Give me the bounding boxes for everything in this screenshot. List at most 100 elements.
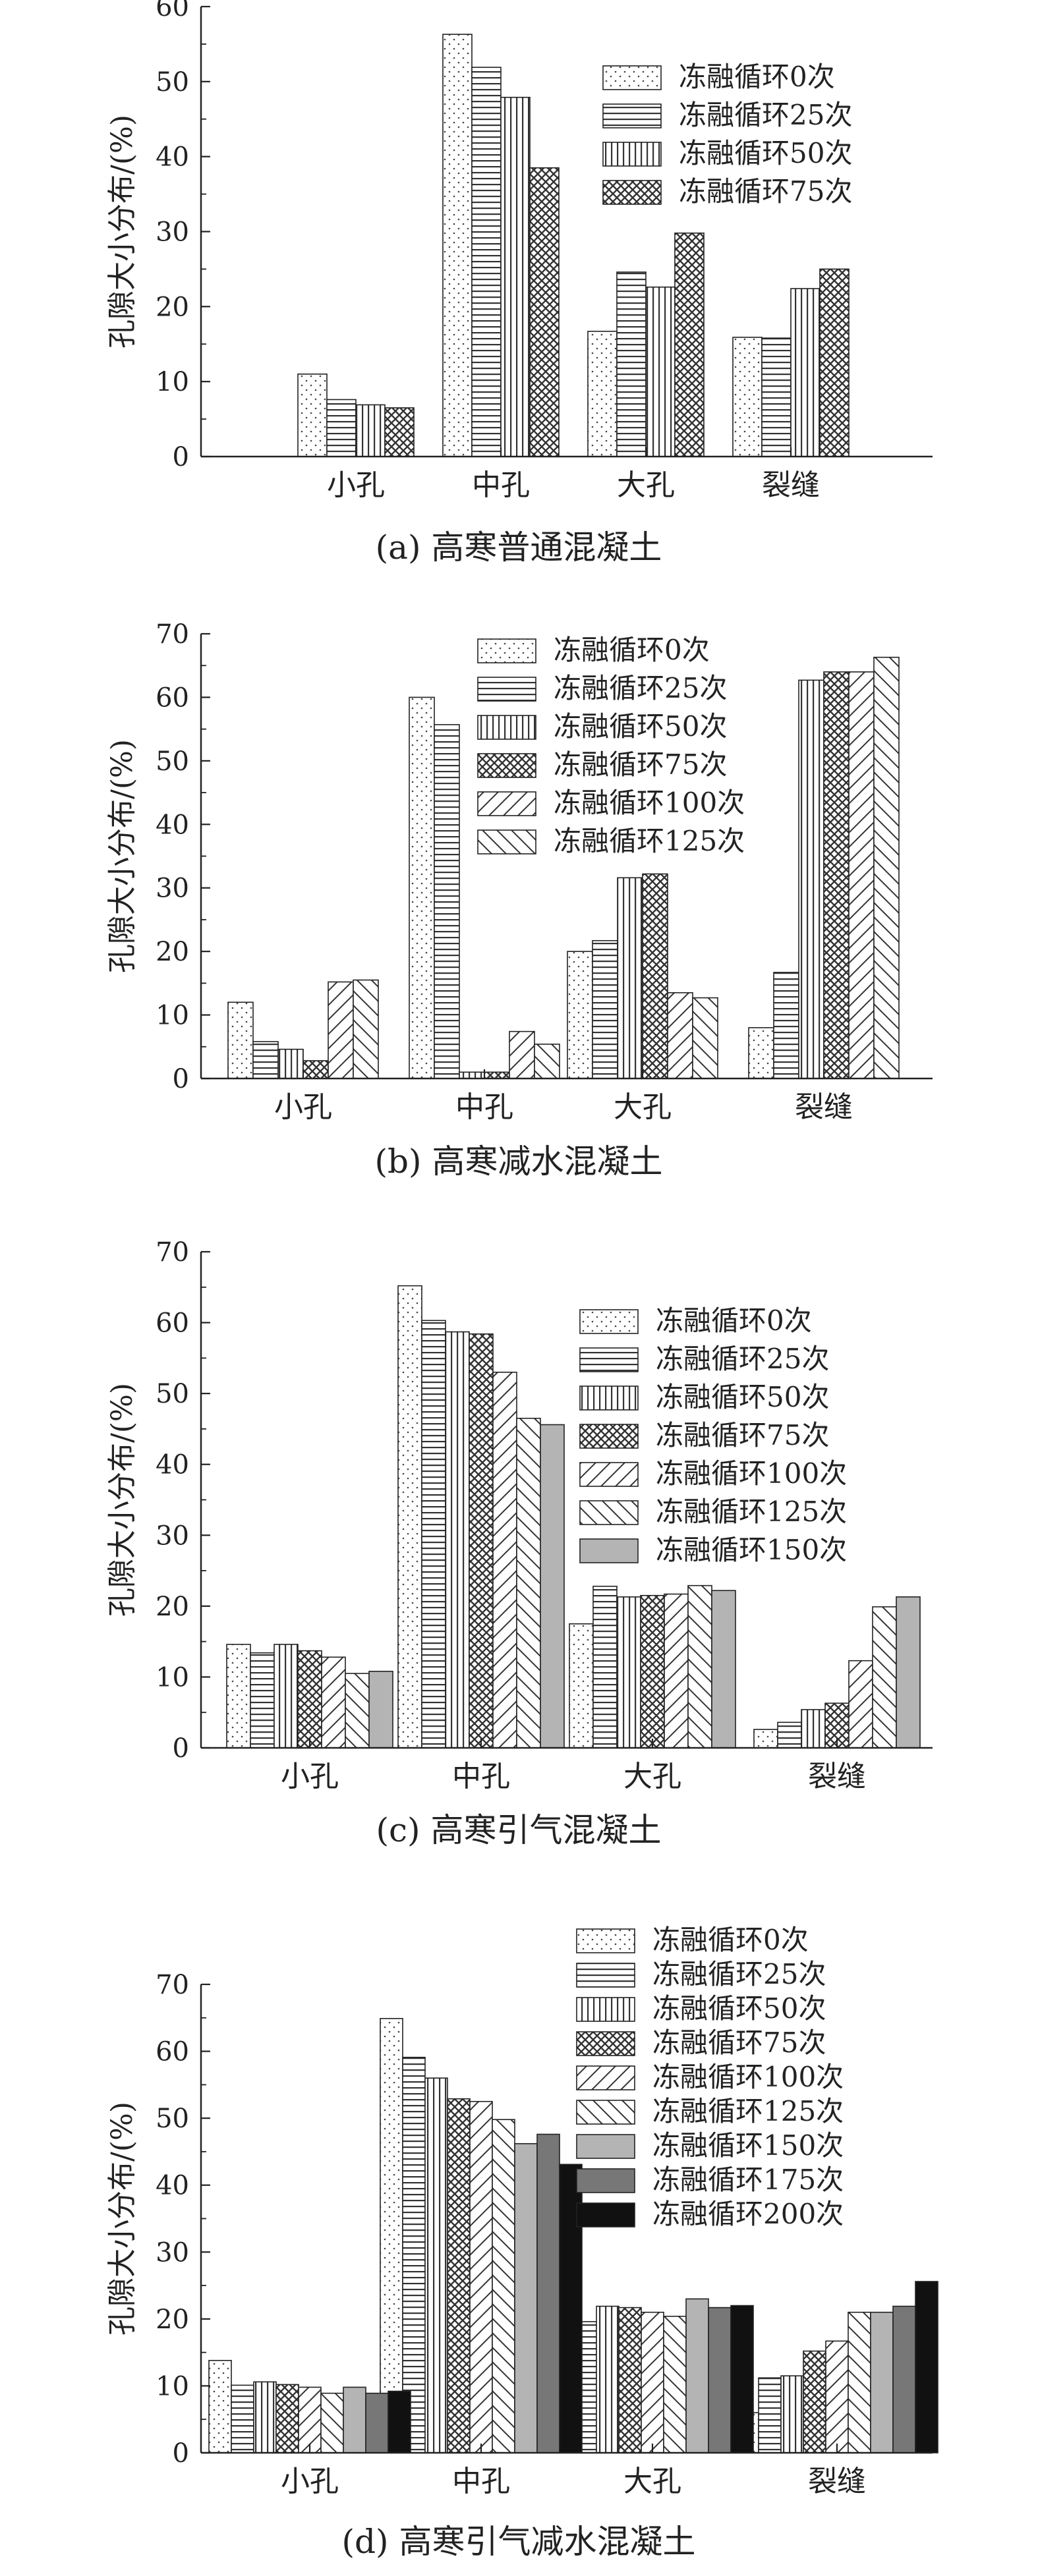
legend-swatch [579,1424,639,1449]
legend-label: 冻融循环0次 [679,61,835,93]
bar [471,67,502,457]
y-axis-label: 孔隙大小分布/(%) [105,2102,139,2336]
x-category-label: 中孔 [455,1090,513,1124]
bar [514,2142,538,2453]
y-tick-label: 10 [156,1001,189,1031]
bar [616,1596,641,1749]
x-category-label: 裂缝 [808,1760,866,1793]
bar [298,2386,322,2453]
bar [231,2384,254,2453]
legend-label: 冻融循环0次 [656,1304,812,1337]
y-tick-label: 60 [156,2037,189,2067]
legend-swatch [576,2134,635,2159]
legend-label: 冻融循环75次 [656,1419,829,1451]
bar [297,373,328,457]
bar [469,2100,493,2453]
bar [730,2305,754,2453]
bar [434,724,460,1079]
bar [321,1656,346,1749]
bar [667,992,693,1079]
legend-swatch [579,1500,639,1525]
bar [823,671,850,1079]
legend-swatch [576,1928,635,1953]
bar [870,2311,894,2453]
y-tick-label: 0 [173,1733,189,1764]
legend-swatch [576,2031,635,2056]
bar [567,951,593,1079]
y-tick-label: 40 [156,142,189,173]
x-category-label: 中孔 [452,2465,510,2498]
x-category-label: 大孔 [623,2465,681,2498]
bar [825,2340,849,2453]
bar [500,96,531,457]
bar [297,1650,322,1749]
legend-label: 冻融循环50次 [554,710,727,742]
bar [208,2360,232,2453]
y-tick-label: 70 [156,1970,189,2000]
x-category-label: 裂缝 [795,1090,853,1124]
panel-caption: (b) 高寒减水混凝土 [375,1142,663,1181]
y-tick-label: 30 [156,2237,189,2268]
chart-panel: 0 10 20 30 40 50 60 70 小孔 中孔 大孔 裂缝 孔隙大小分布/(%) (c) 高寒引… [105,1237,933,1849]
y-tick-label: 20 [156,292,189,322]
bar [275,2384,299,2453]
bar [388,2390,411,2453]
bar [227,1001,254,1079]
bar [640,1594,665,1749]
bar [303,1060,329,1079]
bar [529,167,560,457]
y-tick-label: 70 [156,619,189,650]
legend-label: 冻融循环200次 [652,2198,844,2230]
bar [252,1041,279,1079]
bar [569,1623,594,1749]
bar [708,2307,732,2453]
legend-swatch [579,1386,639,1411]
y-tick-label: 40 [156,2171,189,2201]
bar [892,2305,916,2453]
y-tick-label: 60 [156,1308,189,1339]
bar [277,1048,304,1079]
bar [442,34,473,457]
legend-swatch [602,103,662,128]
bar [803,2350,826,2453]
y-tick-label: 0 [173,442,189,472]
legend-swatch [576,1963,635,1988]
y-tick-label: 60 [156,0,189,22]
y-tick-label: 40 [156,1450,189,1480]
y-tick-label: 0 [173,2438,189,2469]
x-category-label: 大孔 [617,468,675,502]
x-category-label: 小孔 [281,1760,339,1793]
y-tick-label: 30 [156,874,189,904]
bar [617,877,643,1079]
y-tick-label: 40 [156,810,189,840]
legend-label: 冻融循环100次 [656,1457,847,1490]
bar [587,331,618,457]
bar [492,1372,517,1749]
y-axis-label: 孔隙大小分布/(%) [105,1383,139,1617]
legend-swatch [576,2202,635,2227]
legend-swatch [579,1462,639,1487]
bar [469,1333,494,1749]
panel-caption: (d) 高寒引气减水混凝土 [342,2523,696,2561]
y-tick-label: 60 [156,683,189,713]
chart-panel: 0 10 20 30 40 50 60 70 小孔 中孔 大孔 裂缝 孔隙大小分布/(%) (b) 高寒减… [105,619,933,1181]
legend-swatch [579,1347,639,1372]
x-category-label: 裂缝 [808,2465,866,2498]
legend-label: 冻融循环100次 [652,2061,844,2093]
legend-swatch [576,2065,635,2090]
legend-label: 冻融循环75次 [554,748,727,781]
bar [326,399,357,457]
bar [459,1071,485,1079]
legend-swatch [576,2100,635,2125]
bar [534,1044,560,1079]
panel-caption: (a) 高寒普通混凝土 [376,528,662,567]
legend-swatch [477,753,536,778]
x-category-label: 小孔 [274,1090,332,1124]
y-tick-label: 70 [156,1237,189,1268]
legend-swatch [477,715,536,740]
bar [492,2119,515,2453]
legend-label: 冻融循环75次 [652,2027,826,2059]
bar [384,407,415,457]
legend-label: 冻融循环175次 [652,2164,844,2196]
bar [345,1673,370,1749]
